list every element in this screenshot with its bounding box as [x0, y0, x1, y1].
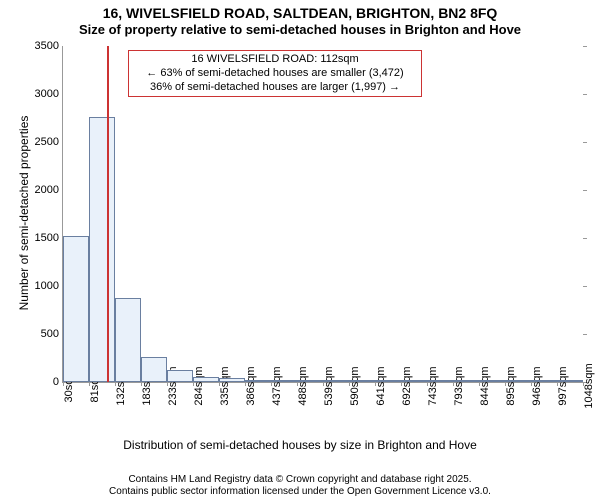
histogram-bar — [453, 380, 479, 382]
histogram-bar — [323, 380, 349, 382]
y-tick-label: 1000 — [35, 280, 63, 292]
histogram-bar — [401, 380, 427, 382]
histogram-bar — [271, 380, 297, 382]
y-tick-mark — [583, 286, 587, 287]
histogram-bar — [479, 380, 505, 382]
y-tick-label: 1500 — [35, 232, 63, 244]
property-marker-line — [107, 46, 109, 382]
attribution-text: Contains HM Land Registry data © Crown c… — [0, 474, 600, 498]
chart-title: 16, WIVELSFIELD ROAD, SALTDEAN, BRIGHTON… — [0, 0, 600, 22]
attribution-line-1: Contains HM Land Registry data © Crown c… — [0, 474, 600, 486]
histogram-bar — [349, 380, 375, 382]
histogram-bar — [63, 236, 89, 382]
callout-box: 16 WIVELSFIELD ROAD: 112sqm ← 63% of sem… — [128, 50, 422, 97]
y-tick-mark — [583, 334, 587, 335]
y-tick-mark — [583, 46, 587, 47]
x-tick-label: 641sqm — [375, 366, 387, 405]
x-tick-label: 539sqm — [323, 366, 335, 405]
histogram-bar — [141, 357, 167, 382]
histogram-bar — [557, 380, 583, 382]
histogram-bar — [375, 380, 401, 382]
callout-line-3: 36% of semi-detached houses are larger (… — [133, 81, 417, 95]
y-tick-mark — [583, 94, 587, 95]
y-tick-label: 2000 — [35, 184, 63, 196]
x-tick-label: 997sqm — [557, 366, 569, 405]
histogram-bar — [193, 377, 219, 382]
x-tick-label: 946sqm — [531, 366, 543, 405]
histogram-bar — [297, 380, 323, 382]
x-tick-label: 335sqm — [219, 366, 231, 405]
attribution-line-2: Contains public sector information licen… — [0, 486, 600, 498]
x-tick-label: 590sqm — [349, 366, 361, 405]
chart-subtitle: Size of property relative to semi-detach… — [0, 22, 600, 39]
y-tick-label: 3000 — [35, 88, 63, 100]
x-axis-label: Distribution of semi-detached houses by … — [0, 438, 600, 452]
y-axis-label: Number of semi-detached properties — [17, 83, 31, 343]
histogram-bar — [219, 378, 245, 382]
histogram-bar — [427, 380, 453, 382]
y-tick-mark — [583, 142, 587, 143]
histogram-bar — [245, 380, 271, 382]
x-tick-label: 895sqm — [505, 366, 517, 405]
x-tick-label: 743sqm — [427, 366, 439, 405]
chart-container: 16, WIVELSFIELD ROAD, SALTDEAN, BRIGHTON… — [0, 0, 600, 500]
x-tick-label: 488sqm — [297, 366, 309, 405]
x-tick-label: 692sqm — [401, 366, 413, 405]
callout-line-1: 16 WIVELSFIELD ROAD: 112sqm — [133, 53, 417, 67]
histogram-bar — [167, 370, 193, 382]
histogram-bar — [89, 117, 115, 382]
y-tick-mark — [583, 238, 587, 239]
histogram-bar — [531, 380, 557, 382]
x-tick-label: 793sqm — [453, 366, 465, 405]
y-tick-label: 500 — [41, 328, 63, 340]
histogram-bar — [115, 298, 141, 382]
x-tick-label: 1048sqm — [583, 363, 595, 408]
x-tick-label: 284sqm — [193, 366, 205, 405]
y-tick-label: 2500 — [35, 136, 63, 148]
callout-line-2: ← 63% of semi-detached houses are smalle… — [133, 67, 417, 81]
x-tick-label: 386sqm — [245, 366, 257, 405]
y-tick-label: 0 — [53, 376, 63, 388]
y-tick-label: 3500 — [35, 40, 63, 52]
y-tick-mark — [583, 190, 587, 191]
x-tick-label: 844sqm — [479, 366, 491, 405]
histogram-bar — [505, 380, 531, 382]
x-tick-label: 437sqm — [271, 366, 283, 405]
